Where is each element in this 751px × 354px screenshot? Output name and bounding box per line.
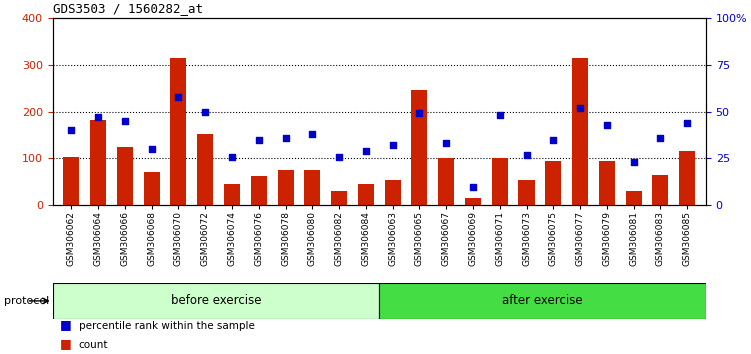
Bar [385,179,401,205]
Point [628,159,640,165]
Bar [224,184,240,205]
Bar [53,283,379,319]
Bar [626,191,641,205]
Point [467,184,479,189]
Text: ■: ■ [60,318,72,331]
Bar [143,172,160,205]
Bar [465,198,481,205]
Point [387,142,399,148]
Bar [438,159,454,205]
Bar [63,157,80,205]
Point [547,137,559,142]
Point [440,141,452,146]
Bar [679,152,695,205]
Text: after exercise: after exercise [502,295,583,307]
Point [520,152,532,158]
Point [119,118,131,124]
Point [360,148,372,154]
Bar [117,147,133,205]
Text: before exercise: before exercise [170,295,261,307]
Bar [331,191,347,205]
Bar [518,179,535,205]
Bar [198,134,213,205]
Point [199,109,211,114]
Bar [278,170,294,205]
Point [92,114,104,120]
Bar [653,175,668,205]
Text: protocol: protocol [4,296,49,306]
Point [574,105,586,110]
Point [253,137,265,142]
Bar [170,58,186,205]
Point [601,122,613,127]
Bar [545,161,561,205]
Point [226,154,238,159]
Point [413,110,425,116]
Text: count: count [79,341,108,350]
Point [146,146,158,152]
Bar [304,170,321,205]
Point [279,135,291,141]
Point [681,120,693,126]
Point [654,135,666,141]
Bar [251,176,267,205]
Bar [379,283,706,319]
Point [65,127,77,133]
Text: percentile rank within the sample: percentile rank within the sample [79,321,255,331]
Point [306,131,318,137]
Bar [90,120,106,205]
Point [173,94,185,99]
Bar [412,90,427,205]
Point [493,113,505,118]
Text: ■: ■ [60,337,72,350]
Bar [599,161,615,205]
Bar [357,184,374,205]
Point [333,154,345,159]
Bar [572,58,588,205]
Text: GDS3503 / 1560282_at: GDS3503 / 1560282_at [53,2,203,15]
Bar [492,159,508,205]
